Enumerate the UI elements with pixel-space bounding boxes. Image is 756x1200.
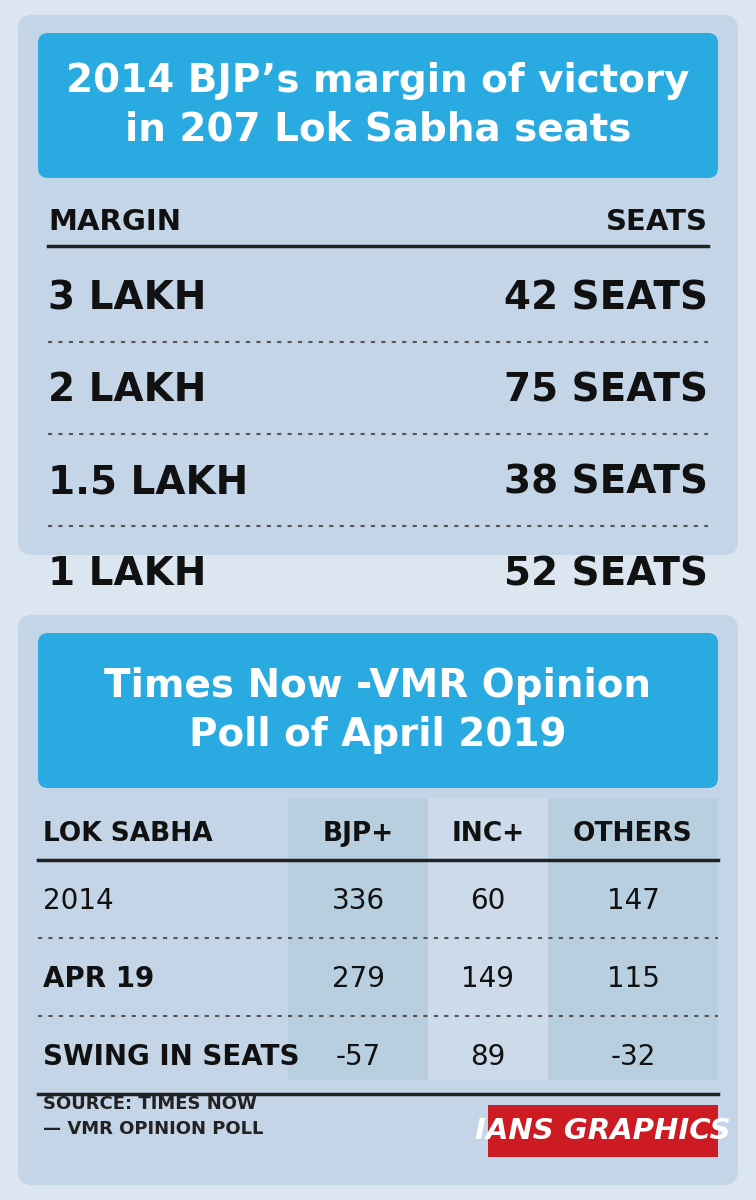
Text: SWING IN SEATS: SWING IN SEATS bbox=[43, 1043, 299, 1070]
Text: 3 LAKH: 3 LAKH bbox=[48, 278, 206, 317]
Text: 1.5 LAKH: 1.5 LAKH bbox=[48, 463, 248, 502]
Text: INC+: INC+ bbox=[451, 821, 525, 847]
Text: SEATS: SEATS bbox=[606, 208, 708, 236]
Text: 60: 60 bbox=[470, 887, 506, 914]
Text: -32: -32 bbox=[610, 1043, 655, 1070]
Text: MARGIN: MARGIN bbox=[48, 208, 181, 236]
Text: 42 SEATS: 42 SEATS bbox=[504, 278, 708, 317]
Text: 1 LAKH: 1 LAKH bbox=[48, 554, 206, 593]
Text: 115: 115 bbox=[606, 965, 659, 994]
Text: SOURCE: TIMES NOW
— VMR OPINION POLL: SOURCE: TIMES NOW — VMR OPINION POLL bbox=[43, 1094, 263, 1138]
Bar bbox=[548, 798, 718, 1080]
FancyBboxPatch shape bbox=[18, 14, 738, 554]
Text: 52 SEATS: 52 SEATS bbox=[504, 554, 708, 593]
Text: OTHERS: OTHERS bbox=[573, 821, 693, 847]
FancyBboxPatch shape bbox=[18, 614, 738, 1186]
Text: Times Now -VMR Opinion
Poll of April 2019: Times Now -VMR Opinion Poll of April 201… bbox=[104, 667, 652, 754]
Text: APR 19: APR 19 bbox=[43, 965, 154, 994]
FancyBboxPatch shape bbox=[38, 32, 718, 178]
Bar bbox=[428, 798, 548, 1080]
Text: 336: 336 bbox=[331, 887, 385, 914]
Bar bbox=[288, 798, 428, 1080]
Bar bbox=[488, 1105, 718, 1157]
Text: 2014 BJP’s margin of victory
in 207 Lok Sabha seats: 2014 BJP’s margin of victory in 207 Lok … bbox=[67, 62, 689, 149]
Text: 38 SEATS: 38 SEATS bbox=[504, 463, 708, 502]
Text: IANS GRAPHICS: IANS GRAPHICS bbox=[476, 1117, 731, 1145]
Text: LOK SABHA: LOK SABHA bbox=[43, 821, 212, 847]
Text: 2 LAKH: 2 LAKH bbox=[48, 371, 206, 409]
Text: -57: -57 bbox=[336, 1043, 380, 1070]
Text: 279: 279 bbox=[331, 965, 385, 994]
Text: 147: 147 bbox=[606, 887, 659, 914]
FancyBboxPatch shape bbox=[38, 634, 718, 788]
Text: 149: 149 bbox=[461, 965, 515, 994]
Text: BJP+: BJP+ bbox=[322, 821, 394, 847]
Text: 2014: 2014 bbox=[43, 887, 113, 914]
Text: 75 SEATS: 75 SEATS bbox=[504, 371, 708, 409]
Text: 89: 89 bbox=[470, 1043, 506, 1070]
